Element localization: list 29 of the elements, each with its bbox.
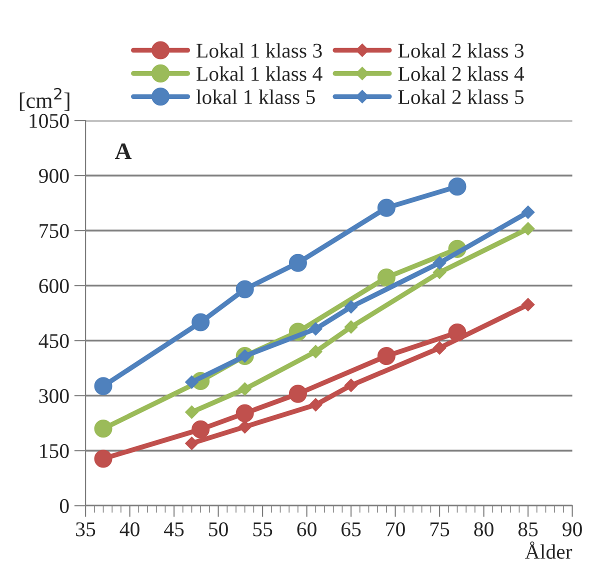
- x-tick-label: 55: [253, 522, 272, 536]
- legend-label: Lokal 2 klass 4: [398, 66, 524, 81]
- legend-label: lokal 1 klass 5: [196, 89, 315, 104]
- x-tick-label: 75: [430, 522, 450, 536]
- x-axis-title: Ålder: [525, 541, 572, 559]
- y-tick-label: 1050: [30, 114, 69, 128]
- x-tick-label: 65: [342, 522, 361, 536]
- x-tick-label: 50: [209, 522, 228, 536]
- y-tick-label: 0: [60, 499, 69, 514]
- legend-label: Lokal 1 klass 4: [196, 66, 322, 81]
- y-tick-label: 150: [40, 444, 69, 458]
- y-tick-label: 600: [39, 278, 69, 294]
- x-tick-label: 85: [518, 522, 538, 536]
- x-tick-label: 60: [297, 522, 316, 536]
- legend-label: Lokal 1 klass 3: [196, 43, 322, 58]
- y-tick-label: 300: [39, 389, 69, 404]
- x-tick-label: 80: [474, 522, 494, 536]
- x-tick-label: 70: [386, 522, 405, 536]
- y-axis-title: [cm$^{2}$]: [20, 88, 70, 111]
- y-tick-label: 750: [40, 224, 69, 238]
- x-tick-label: 45: [164, 522, 184, 536]
- legend-label: Lokal 2 klass 3: [398, 43, 524, 58]
- legend-label: Lokal 2 klass 5: [398, 89, 524, 104]
- annotation: A: [114, 143, 132, 160]
- x-tick-label: 35: [76, 522, 96, 536]
- x-tick-label: 90: [562, 522, 582, 536]
- y-tick-label: 450: [38, 334, 69, 348]
- x-tick-label: 40: [120, 522, 140, 536]
- y-tick-label: 900: [39, 168, 69, 183]
